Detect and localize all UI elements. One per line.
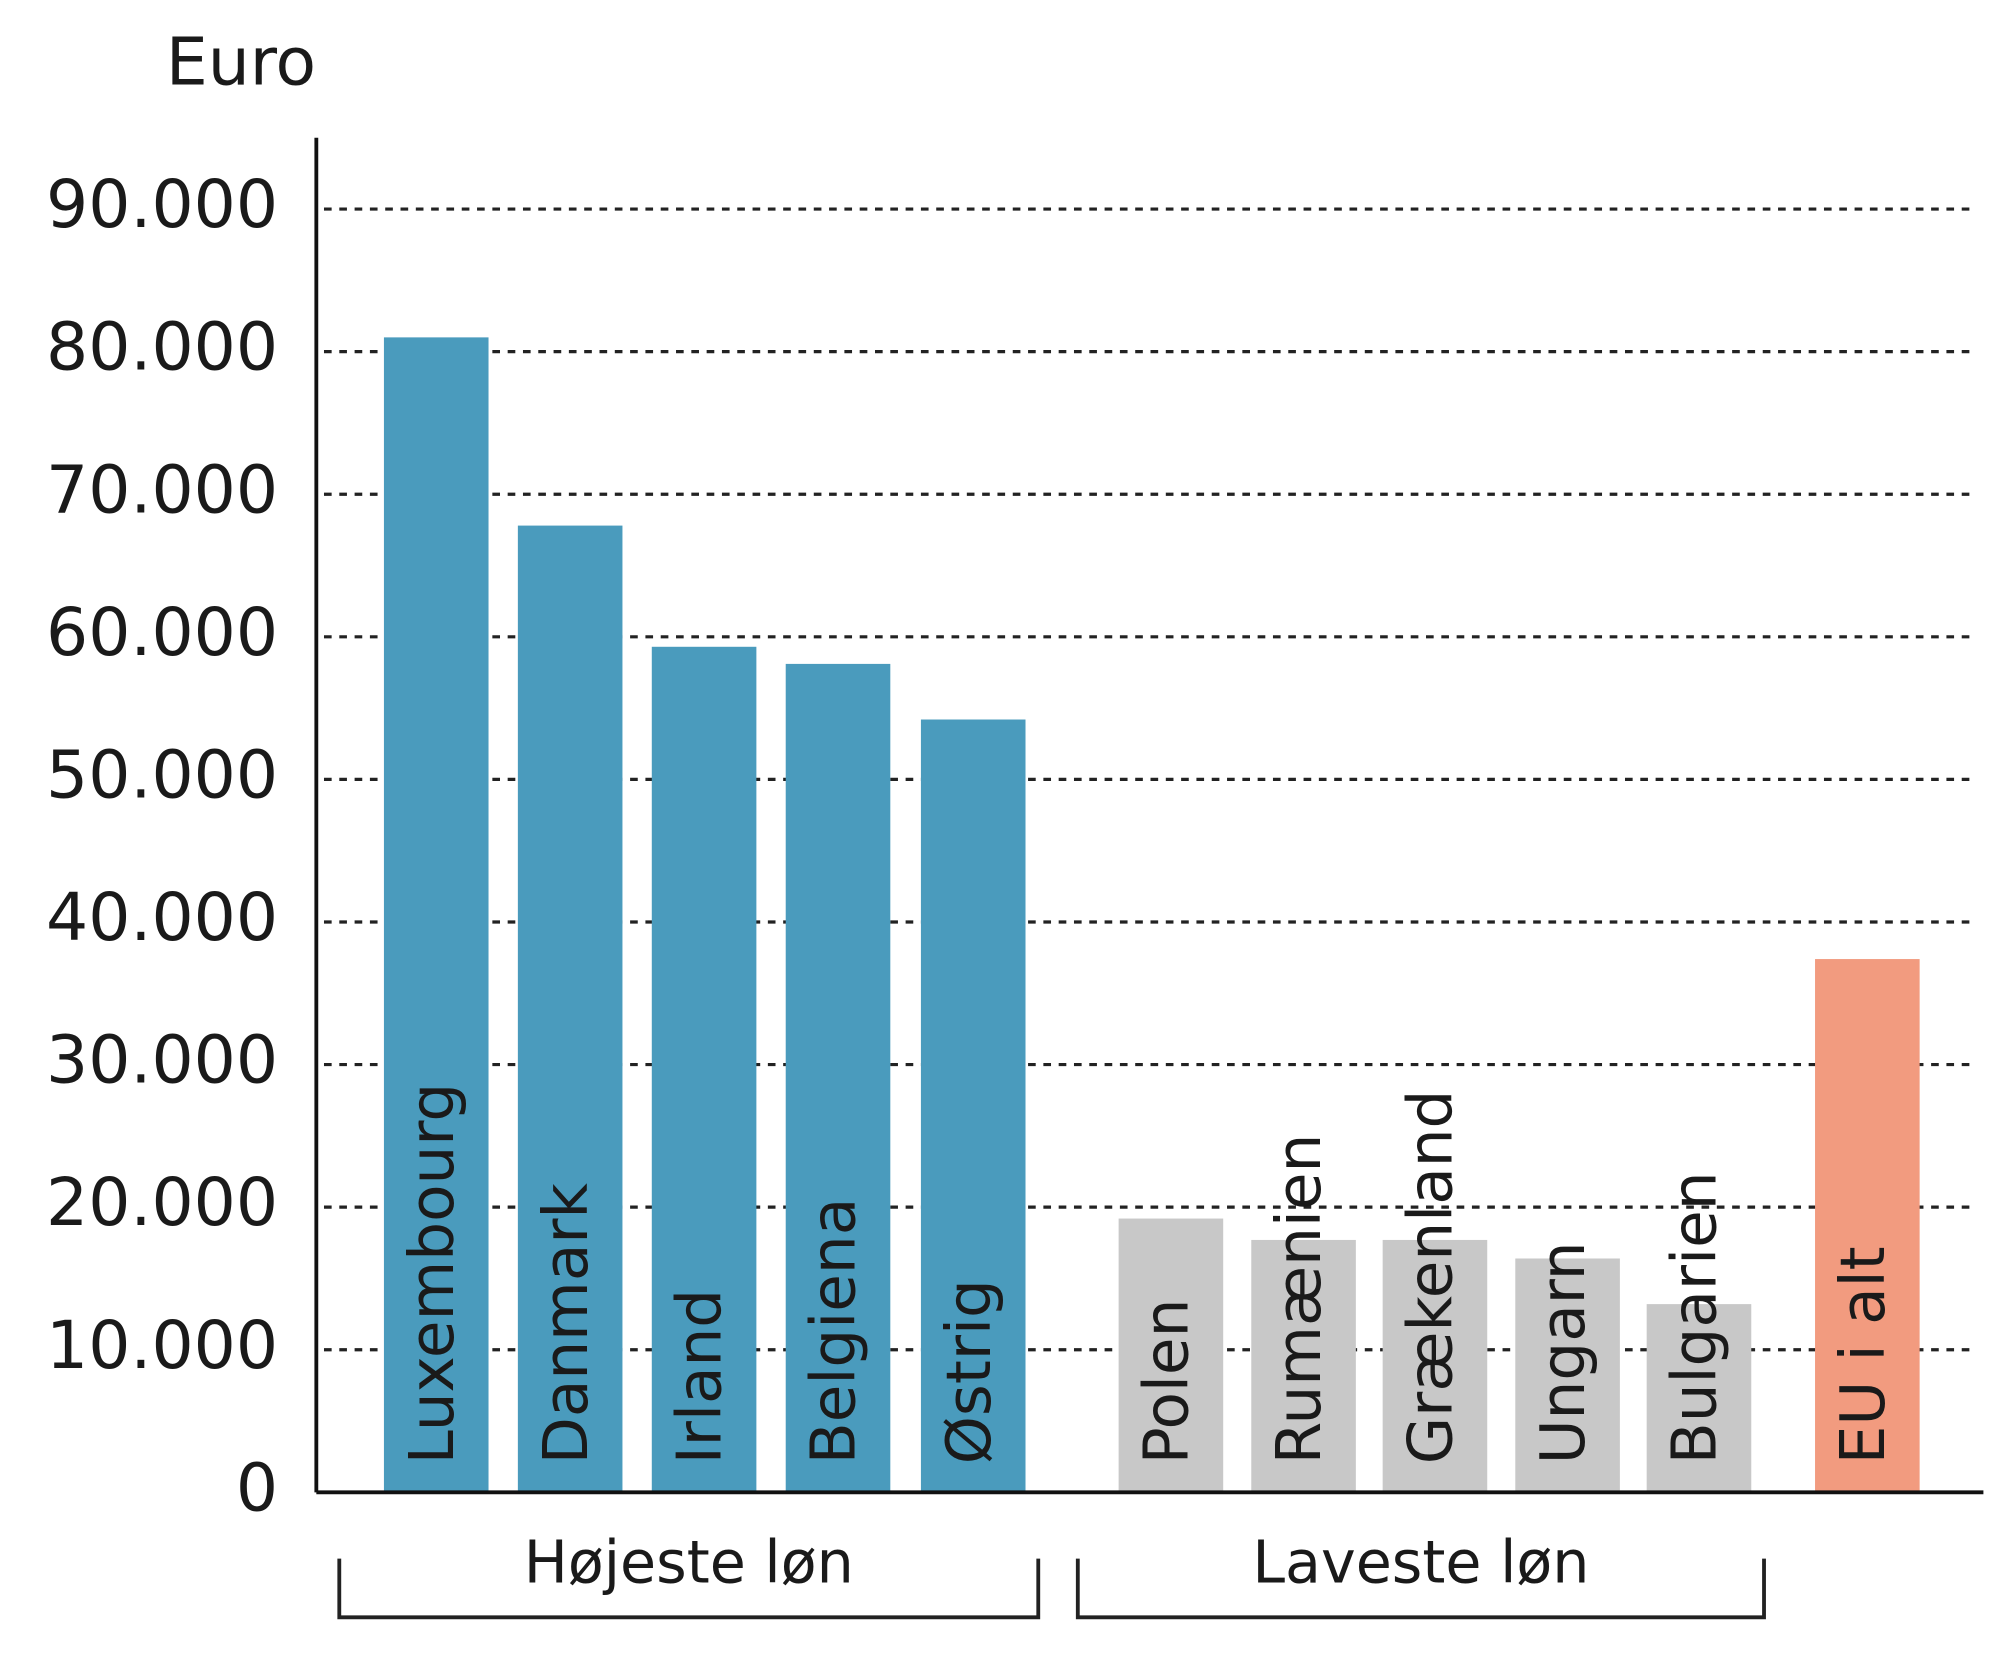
bar — [785, 663, 891, 1493]
y-axis-label: Euro — [166, 22, 316, 100]
category-label: Rumænien — [1264, 1134, 1335, 1465]
bar — [1515, 1258, 1620, 1493]
category-label: Grækenland — [1396, 1090, 1467, 1465]
bar — [1382, 1239, 1488, 1493]
category-label: Danmark — [531, 1182, 602, 1464]
y-tick-label: 20.000 — [46, 1163, 278, 1241]
y-tick-label: 30.000 — [46, 1021, 278, 1099]
category-label: Irland — [665, 1289, 736, 1464]
category-label: EU i alt — [1828, 1246, 1899, 1464]
y-tick-label: 60.000 — [46, 593, 278, 671]
y-tick-label: 80.000 — [46, 308, 278, 386]
category-label: Bulgarien — [1660, 1171, 1731, 1464]
bar — [1251, 1239, 1356, 1493]
bar — [383, 337, 489, 1493]
category-label: Luxembourg — [397, 1083, 468, 1465]
y-tick-label: 90.000 — [46, 165, 278, 243]
bar — [1646, 1304, 1752, 1493]
bar — [517, 525, 623, 1493]
bar — [1815, 959, 1920, 1493]
group-bracket — [1075, 1558, 1766, 1620]
bar — [920, 719, 1026, 1493]
y-tick-label: 0 — [236, 1448, 278, 1526]
category-label: Ungarn — [1528, 1241, 1599, 1464]
category-label: Belgiena — [799, 1198, 870, 1465]
group-bracket — [337, 1558, 1041, 1620]
bar — [1118, 1218, 1224, 1493]
group-label: Laveste løn — [1252, 1528, 1589, 1596]
bar — [651, 646, 757, 1493]
category-label: Polen — [1132, 1299, 1203, 1465]
y-tick-label: 40.000 — [46, 878, 278, 956]
group-label: Højeste løn — [524, 1528, 854, 1596]
y-tick-label: 70.000 — [46, 450, 278, 528]
category-label: Østrig — [934, 1279, 1005, 1464]
y-tick-label: 10.000 — [46, 1306, 278, 1384]
y-tick-label: 50.000 — [46, 735, 278, 813]
